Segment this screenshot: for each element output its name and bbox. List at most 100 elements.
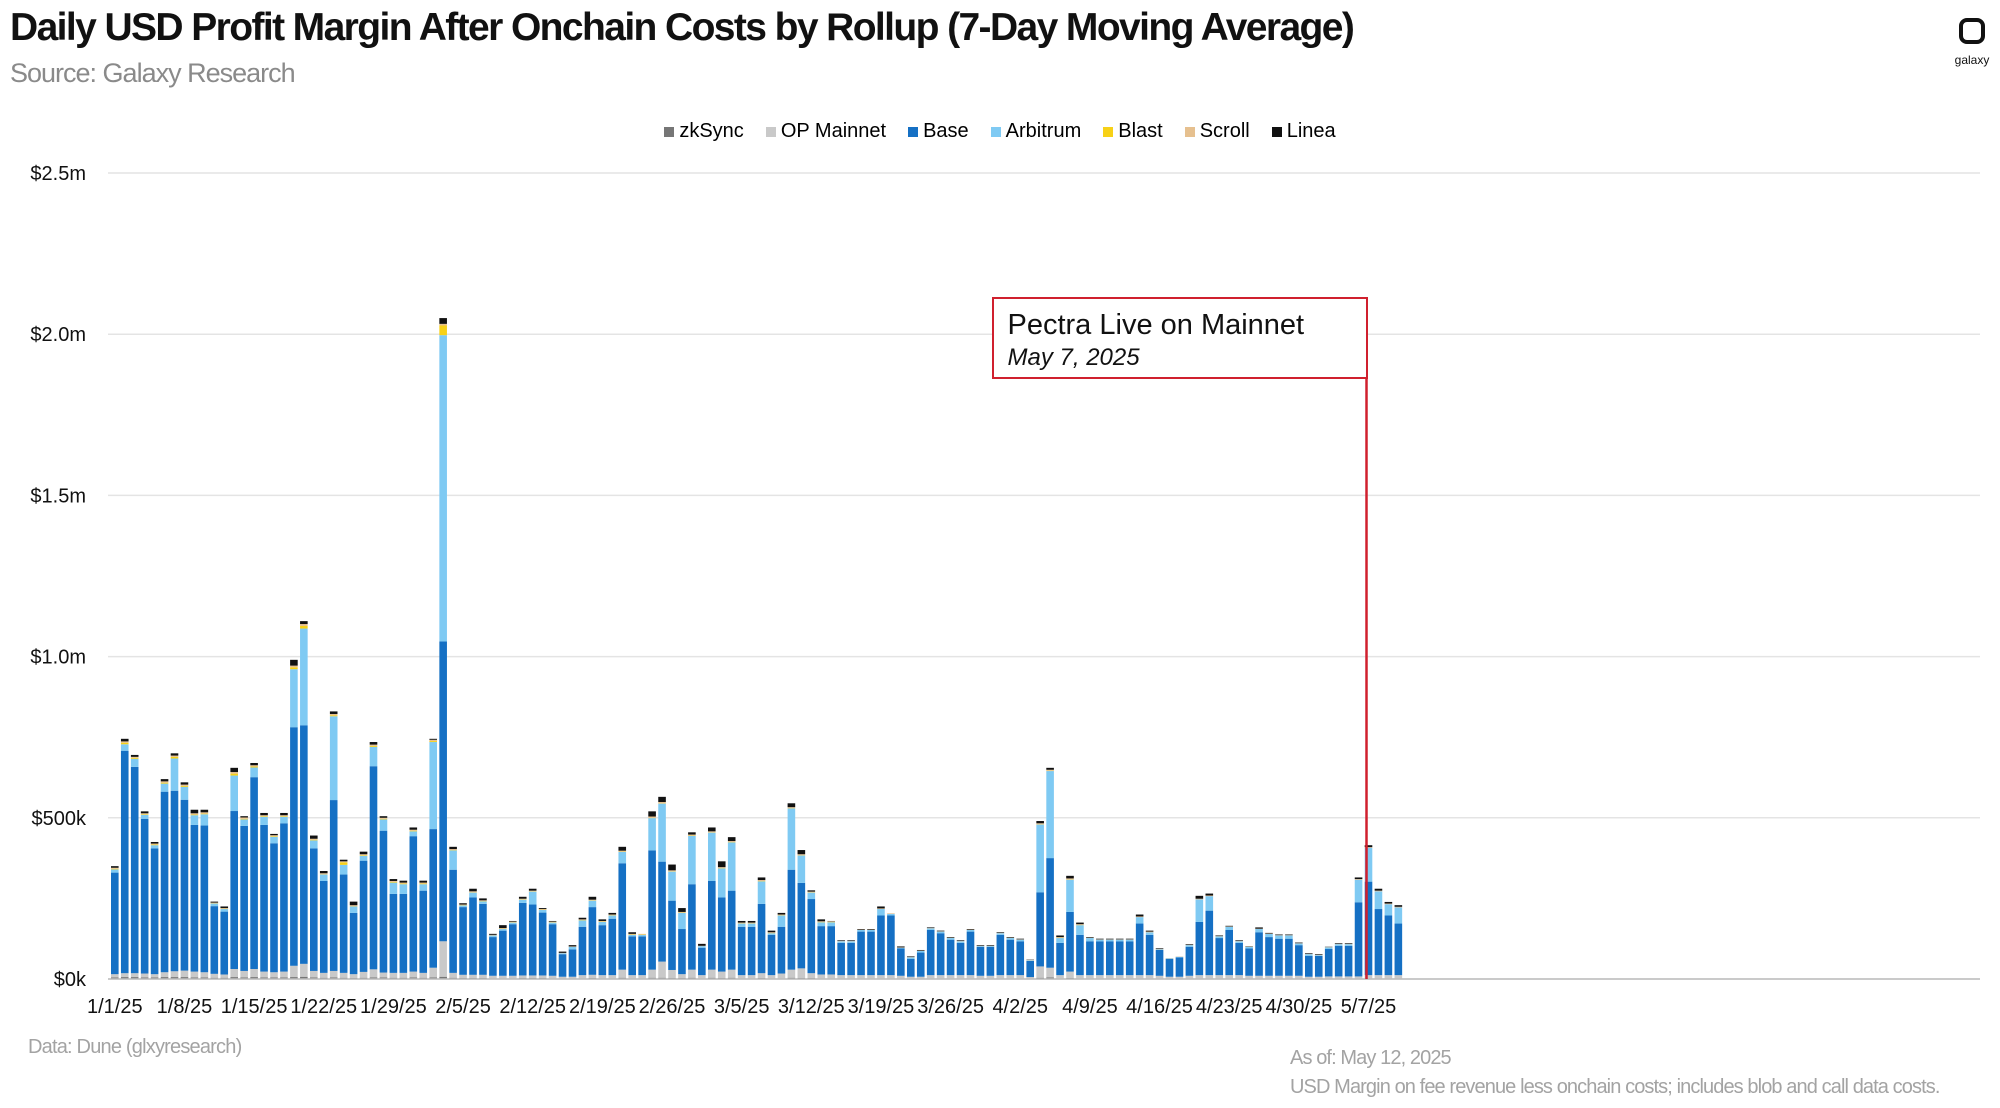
x-tick-label: 1/15/25 — [221, 996, 288, 1018]
bar-segment — [1125, 941, 1134, 976]
bar-segment — [757, 877, 766, 881]
bar-segment — [1125, 939, 1134, 942]
bar-segment — [757, 880, 766, 881]
bar-segment — [1374, 891, 1383, 910]
bar-segment — [1115, 975, 1124, 979]
bar-segment — [777, 914, 786, 916]
bar-segment — [180, 784, 189, 786]
bar-segment — [290, 727, 298, 966]
bar-segment — [1384, 904, 1393, 916]
bar-segment — [389, 881, 398, 883]
bar-segment — [250, 766, 258, 768]
bar-segment — [240, 816, 248, 818]
bar-segment — [290, 665, 298, 668]
bar-segment — [727, 890, 736, 970]
bar-segment — [469, 974, 477, 979]
bar-segment — [280, 823, 288, 972]
bar-segment — [598, 921, 607, 926]
bar-segment — [1036, 821, 1044, 824]
y-tick-label: $500k — [32, 808, 87, 830]
bar-segment — [399, 883, 408, 885]
bar-segment — [578, 920, 587, 927]
bar-segment — [767, 975, 776, 979]
bar-segment — [469, 888, 477, 892]
bar-segment — [130, 756, 139, 758]
bar-segment — [757, 903, 766, 974]
bar-segment — [240, 970, 248, 978]
bar-segment — [489, 934, 497, 936]
bar-segment — [926, 927, 935, 929]
bar-segment — [1006, 937, 1015, 938]
bar-segment — [887, 913, 895, 916]
bar-segment — [449, 846, 457, 850]
bar-segment — [379, 972, 388, 978]
legend-label: Arbitrum — [1005, 120, 1082, 142]
bar-segment — [1036, 966, 1044, 978]
bar-segment — [439, 335, 447, 642]
bar-segment — [708, 832, 716, 881]
bar-segment — [240, 819, 248, 826]
bar-segment — [588, 899, 597, 901]
bar-segment — [230, 773, 238, 776]
bar-segment — [180, 970, 189, 978]
bar-segment — [678, 908, 686, 912]
bar-segment — [439, 325, 447, 336]
bar-segment — [528, 975, 537, 979]
bar-segment — [638, 975, 646, 979]
bar-segment — [717, 867, 726, 869]
bar-segment — [150, 844, 159, 846]
bar-segment — [359, 971, 368, 978]
bar-segment — [956, 940, 965, 941]
bar-segment — [946, 939, 955, 976]
bar-segment — [1096, 938, 1104, 940]
bar-segment — [1046, 977, 1054, 979]
bar-segment — [230, 811, 238, 970]
bar-segment — [250, 777, 258, 970]
bar-segment — [996, 934, 1005, 976]
bar-segment — [1155, 975, 1164, 979]
bar-segment — [439, 318, 447, 324]
bar-segment — [439, 323, 447, 326]
bar-segment — [1305, 955, 1313, 977]
bar-segment — [160, 783, 169, 792]
bar-segment — [538, 910, 547, 913]
bar-segment — [877, 906, 885, 909]
bar-segment — [439, 976, 447, 979]
bar-segment — [300, 624, 308, 626]
bar-segment — [130, 766, 139, 974]
bar-segment — [130, 757, 139, 759]
bar-segment — [618, 969, 627, 978]
bar-segment — [359, 851, 368, 855]
bar-segment — [369, 742, 378, 745]
bar-segment — [120, 750, 129, 974]
bar-segment — [1275, 935, 1283, 939]
bar-segment — [409, 971, 418, 978]
bar-segment — [1086, 941, 1094, 976]
bar-segment — [180, 786, 189, 800]
bar-segment — [399, 972, 408, 978]
bar-segment — [240, 818, 248, 820]
bar-segment — [409, 831, 418, 837]
bar-segment — [339, 861, 348, 863]
bar-segment — [1066, 911, 1074, 972]
bar-segment — [1245, 975, 1253, 979]
bar-segment — [1195, 898, 1204, 900]
bar-segment — [379, 819, 388, 831]
bar-segment — [1135, 923, 1144, 976]
bar-segment — [528, 888, 537, 891]
bar-segment — [1155, 949, 1164, 976]
bar-segment — [409, 836, 418, 972]
bar-segment — [419, 880, 428, 883]
bar-segment — [777, 912, 786, 915]
bar-segment — [668, 969, 676, 979]
bar-segment — [200, 825, 209, 973]
bar-segment — [250, 762, 258, 766]
bar-segment — [787, 969, 796, 978]
bar-segment — [618, 863, 627, 970]
bar-segment — [479, 898, 487, 901]
bar-segment — [698, 943, 706, 946]
bar-segment — [150, 845, 159, 849]
bar-segment — [996, 975, 1005, 979]
bar-segment — [916, 976, 925, 979]
bar-segment — [1235, 941, 1243, 943]
